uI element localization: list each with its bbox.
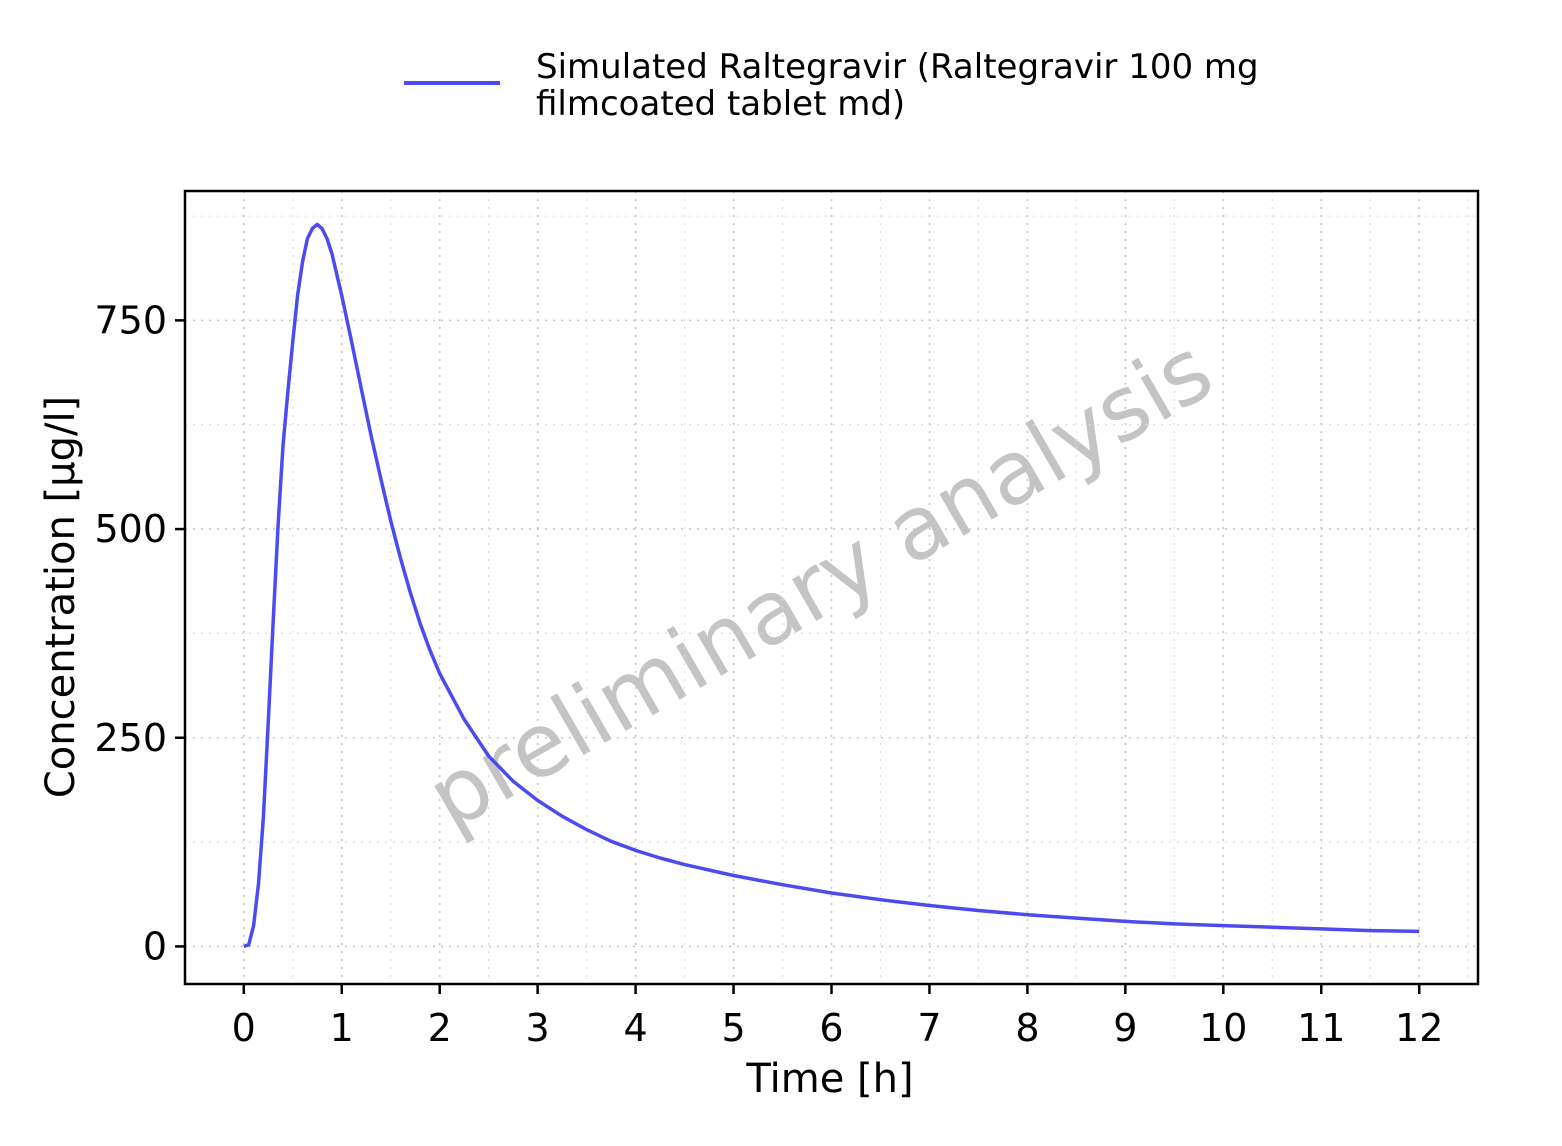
x-tick-label: 8 (1015, 1006, 1039, 1050)
x-axis-title: Time [h] (745, 1056, 913, 1102)
legend-label-line: filmcoated tablet md) (536, 84, 905, 124)
x-tick-label: 9 (1113, 1006, 1137, 1050)
watermark-text: preliminary analysis (411, 318, 1229, 850)
x-tick-label: 6 (819, 1006, 843, 1050)
legend-label: Simulated Raltegravir (Raltegravir 100 m… (536, 47, 1259, 124)
x-tick-label: 3 (526, 1006, 550, 1050)
x-tick-label: 1 (330, 1006, 354, 1050)
x-tick-label: 7 (917, 1006, 941, 1050)
x-tick-label: 5 (721, 1006, 745, 1050)
x-tick-label: 2 (428, 1006, 452, 1050)
x-tick-label: 0 (232, 1006, 256, 1050)
y-tick-label: 0 (143, 924, 167, 968)
legend: Simulated Raltegravir (Raltegravir 100 m… (404, 47, 1259, 124)
y-axis-title: Concentration [µg/l] (38, 396, 84, 798)
x-tick-label: 12 (1395, 1006, 1443, 1050)
x-tick-label: 4 (623, 1006, 647, 1050)
y-tick-label: 500 (94, 507, 167, 551)
x-tick-label: 10 (1199, 1006, 1247, 1050)
x-tick-label: 11 (1297, 1006, 1345, 1050)
series-line (243, 222, 1420, 949)
legend-label-line: Simulated Raltegravir (Raltegravir 100 m… (536, 47, 1259, 87)
y-tick-label: 250 (94, 716, 167, 760)
y-tick-label: 750 (94, 298, 167, 342)
